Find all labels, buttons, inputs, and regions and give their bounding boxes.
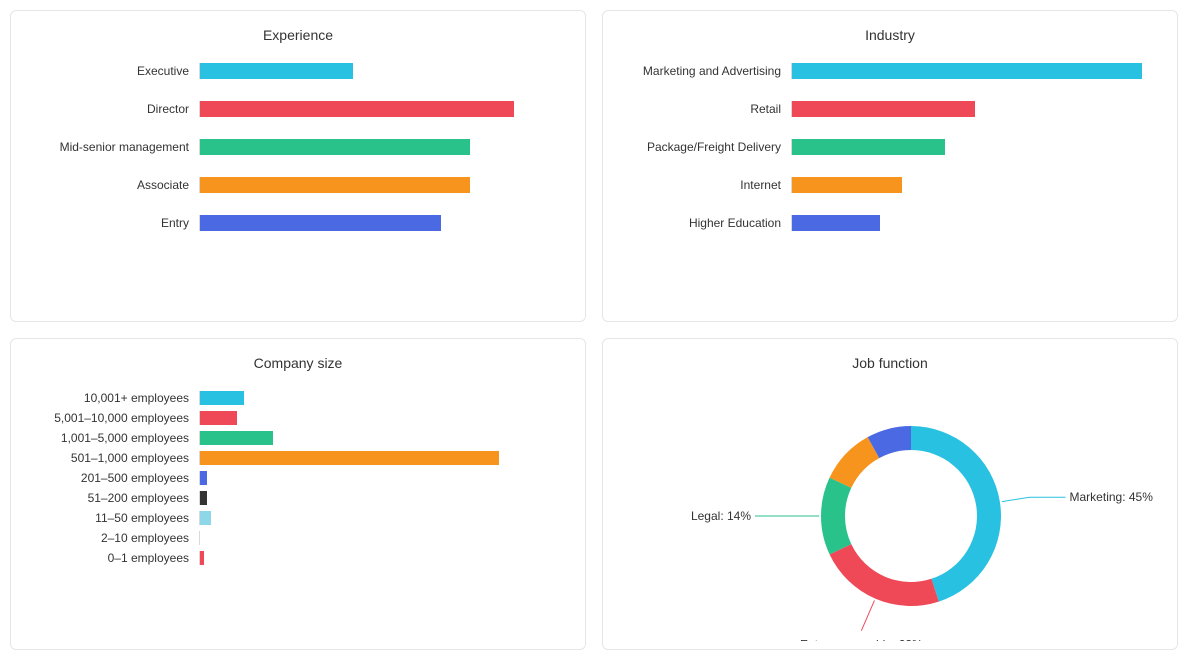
bar-fill [200, 511, 211, 525]
bar-fill [200, 551, 204, 565]
bar-track [199, 531, 565, 545]
bar-label: Package/Freight Delivery [631, 140, 791, 154]
bar-fill [200, 215, 441, 231]
bar-fill [200, 63, 353, 79]
bar-fill [200, 431, 273, 445]
job-function-title: Job function [623, 355, 1157, 371]
bar-row: Director [39, 101, 565, 117]
company-size-chart: 10,001+ employees 5,001–10,000 employees 1… [31, 391, 565, 565]
donut-label: Marketing: 45% [1070, 490, 1154, 504]
bar-label: 11–50 employees [39, 511, 199, 525]
bar-label: Entry [39, 216, 199, 230]
bar-track [199, 391, 565, 405]
bar-fill [200, 411, 237, 425]
bar-label: Higher Education [631, 216, 791, 230]
bar-fill [792, 101, 975, 117]
bar-track [199, 551, 565, 565]
bar-label: Executive [39, 64, 199, 78]
bar-row: 51–200 employees [39, 491, 565, 505]
bar-label: 2–10 employees [39, 531, 199, 545]
bar-track [199, 431, 565, 445]
bar-label: Internet [631, 178, 791, 192]
bar-track [199, 471, 565, 485]
donut-slice [911, 426, 1001, 602]
bar-label: 5,001–10,000 employees [39, 411, 199, 425]
bar-row: 0–1 employees [39, 551, 565, 565]
bar-row: Executive [39, 63, 565, 79]
donut-label: Legal: 14% [691, 509, 751, 523]
bar-label: Mid-senior management [39, 140, 199, 154]
bar-fill [200, 451, 499, 465]
bar-fill [200, 139, 470, 155]
experience-title: Experience [31, 27, 565, 43]
bar-label: 51–200 employees [39, 491, 199, 505]
bar-fill [792, 215, 880, 231]
bar-track [791, 215, 1157, 231]
bar-label: Director [39, 102, 199, 116]
bar-track [199, 491, 565, 505]
job-function-chart: Marketing: 45% Entrepreneurship: 23% Legal… [623, 391, 1157, 641]
bar-row: 10,001+ employees [39, 391, 565, 405]
industry-title: Industry [623, 27, 1157, 43]
bar-track [199, 451, 565, 465]
bar-label: Marketing and Advertising [631, 64, 791, 78]
bar-row: Mid-senior management [39, 139, 565, 155]
bar-row: Package/Freight Delivery [631, 139, 1157, 155]
bar-row: 2–10 employees [39, 531, 565, 545]
bar-label: 10,001+ employees [39, 391, 199, 405]
bar-track [199, 101, 565, 117]
bar-track [199, 411, 565, 425]
bar-row: 5,001–10,000 employees [39, 411, 565, 425]
bar-track [199, 215, 565, 231]
job-function-card: Job function Marketing: 45% Entrepreneurs… [602, 338, 1178, 650]
bar-row: Associate [39, 177, 565, 193]
donut-svg: Marketing: 45% Entrepreneurship: 23% Legal… [623, 391, 1157, 641]
bar-track [791, 139, 1157, 155]
bar-row: 201–500 employees [39, 471, 565, 485]
bar-label: 201–500 employees [39, 471, 199, 485]
bar-label: Associate [39, 178, 199, 192]
bar-row: 11–50 employees [39, 511, 565, 525]
bar-row: Retail [631, 101, 1157, 117]
bar-track [199, 139, 565, 155]
bar-row: Higher Education [631, 215, 1157, 231]
company-size-card: Company size 10,001+ employees 5,001–10,0… [10, 338, 586, 650]
bar-label: 0–1 employees [39, 551, 199, 565]
bar-row: Marketing and Advertising [631, 63, 1157, 79]
bar-track [791, 177, 1157, 193]
bar-row: 1,001–5,000 employees [39, 431, 565, 445]
bar-track [791, 101, 1157, 117]
bar-fill [200, 471, 207, 485]
bar-track [791, 63, 1157, 79]
bar-label: Retail [631, 102, 791, 116]
bar-track [199, 511, 565, 525]
bar-fill [200, 101, 514, 117]
experience-card: Experience Executive Director Mid-senior m… [10, 10, 586, 322]
experience-chart: Executive Director Mid-senior management As… [31, 63, 565, 231]
bar-fill [200, 491, 207, 505]
bar-fill [792, 63, 1142, 79]
bar-track [199, 63, 565, 79]
bar-fill [792, 139, 945, 155]
bar-fill [200, 177, 470, 193]
donut-slice [830, 437, 880, 488]
bar-label: 1,001–5,000 employees [39, 431, 199, 445]
bar-row: 501–1,000 employees [39, 451, 565, 465]
donut-slice [830, 544, 939, 606]
bar-row: Internet [631, 177, 1157, 193]
bar-fill [200, 391, 244, 405]
donut-label: Entrepreneurship: 23% [800, 638, 923, 641]
company-size-title: Company size [31, 355, 565, 371]
industry-chart: Marketing and Advertising Retail Package/F… [623, 63, 1157, 231]
bar-track [199, 177, 565, 193]
bar-fill [792, 177, 902, 193]
dashboard-grid: Experience Executive Director Mid-senior m… [10, 10, 1178, 650]
bar-row: Entry [39, 215, 565, 231]
industry-card: Industry Marketing and Advertising Retail… [602, 10, 1178, 322]
bar-label: 501–1,000 employees [39, 451, 199, 465]
donut-slice [821, 478, 851, 555]
